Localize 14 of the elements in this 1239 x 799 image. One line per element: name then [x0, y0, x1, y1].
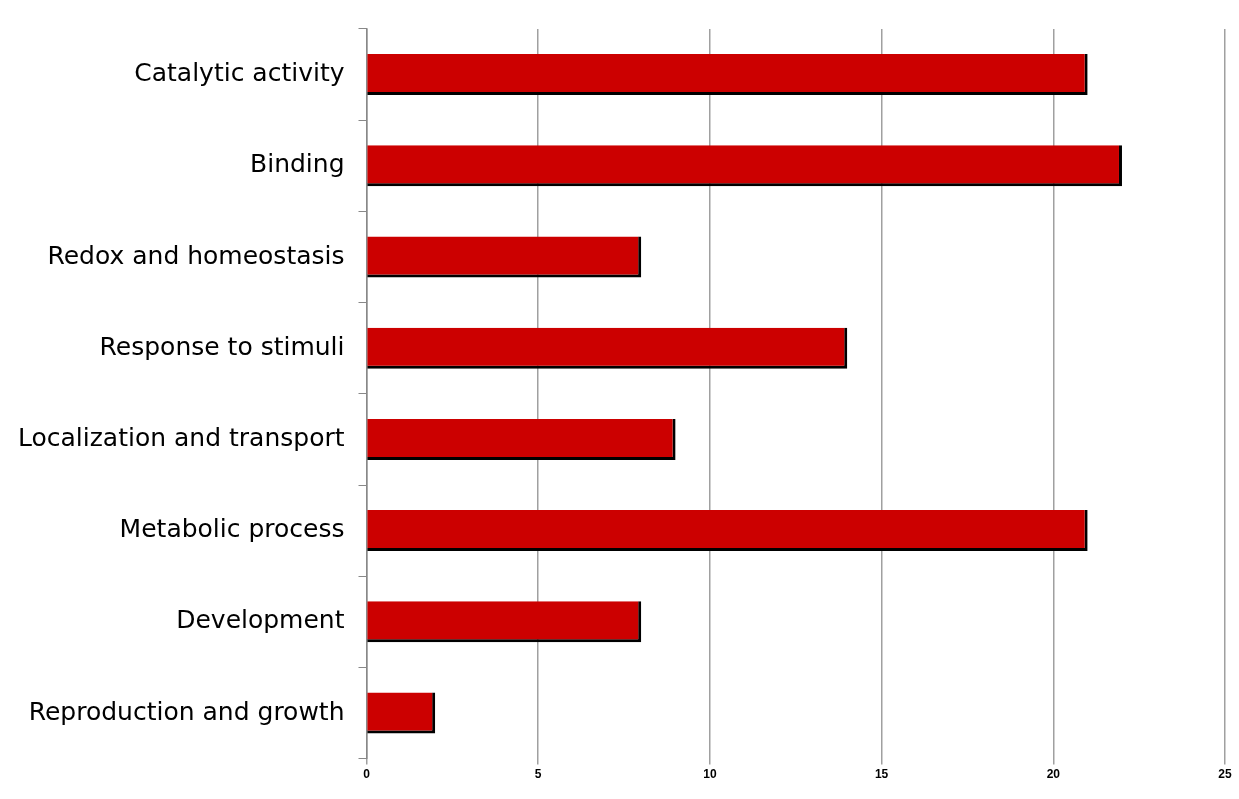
x-tick-label: 15 [874, 767, 889, 782]
x-tick-label: 20 [1046, 767, 1061, 782]
y-tick-label: Catalytic activity [134, 58, 345, 88]
y-tick-label: Redox and homeostasis [47, 240, 345, 270]
x-tick-label: 25 [1218, 767, 1232, 782]
x-tick-label: 5 [534, 767, 542, 782]
y-tick-label: Binding [250, 149, 345, 179]
x-tick-label: 0 [363, 767, 371, 782]
x-tick-label: 10 [703, 767, 717, 782]
y-tick-label: Metabolic process [119, 514, 345, 544]
y-tick-label: Response to stimuli [99, 331, 345, 361]
y-tick-label: Localization and transport [18, 422, 345, 452]
y-tick-label: Reproduction and growth [28, 696, 345, 726]
y-tick-label: Development [176, 605, 345, 635]
